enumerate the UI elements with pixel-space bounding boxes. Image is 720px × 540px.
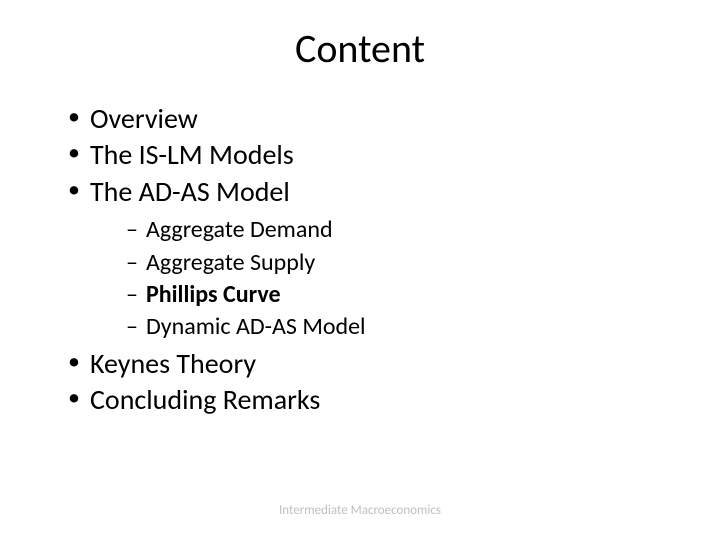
list-item-label: Dynamic AD-AS Model bbox=[146, 312, 366, 341]
list-item-label: Concluding Remarks bbox=[90, 382, 320, 417]
list-item: Concluding Remarks bbox=[68, 382, 680, 418]
slide-footer: Intermediate Macroeconomics bbox=[0, 503, 720, 518]
list-item: Aggregate Demand bbox=[126, 214, 680, 246]
list-item-label: Aggregate Demand bbox=[146, 215, 333, 244]
list-item: Keynes Theory bbox=[68, 346, 680, 382]
list-item: Dynamic AD-AS Model bbox=[126, 311, 680, 343]
list-item-label: Phillips Curve bbox=[146, 280, 281, 309]
list-item: Overview bbox=[68, 101, 680, 137]
list-item-label: Keynes Theory bbox=[90, 346, 256, 381]
slide: Content Overview The IS-LM Models The AD… bbox=[0, 0, 720, 540]
bullet-list-level2: Aggregate Demand Aggregate Supply Philli… bbox=[90, 214, 680, 344]
list-item: The AD-AS Model Aggregate Demand Aggrega… bbox=[68, 174, 680, 344]
list-item: The IS-LM Models bbox=[68, 137, 680, 173]
list-item-label: Aggregate Supply bbox=[146, 248, 315, 277]
list-item-label: The IS-LM Models bbox=[90, 137, 294, 172]
list-item: Aggregate Supply bbox=[126, 247, 680, 279]
list-item-label: The AD-AS Model bbox=[90, 174, 290, 209]
slide-title: Content bbox=[40, 24, 680, 73]
list-item: Phillips Curve bbox=[126, 279, 680, 311]
bullet-list-level1: Overview The IS-LM Models The AD-AS Mode… bbox=[40, 101, 680, 419]
list-item-label: Overview bbox=[90, 101, 198, 136]
